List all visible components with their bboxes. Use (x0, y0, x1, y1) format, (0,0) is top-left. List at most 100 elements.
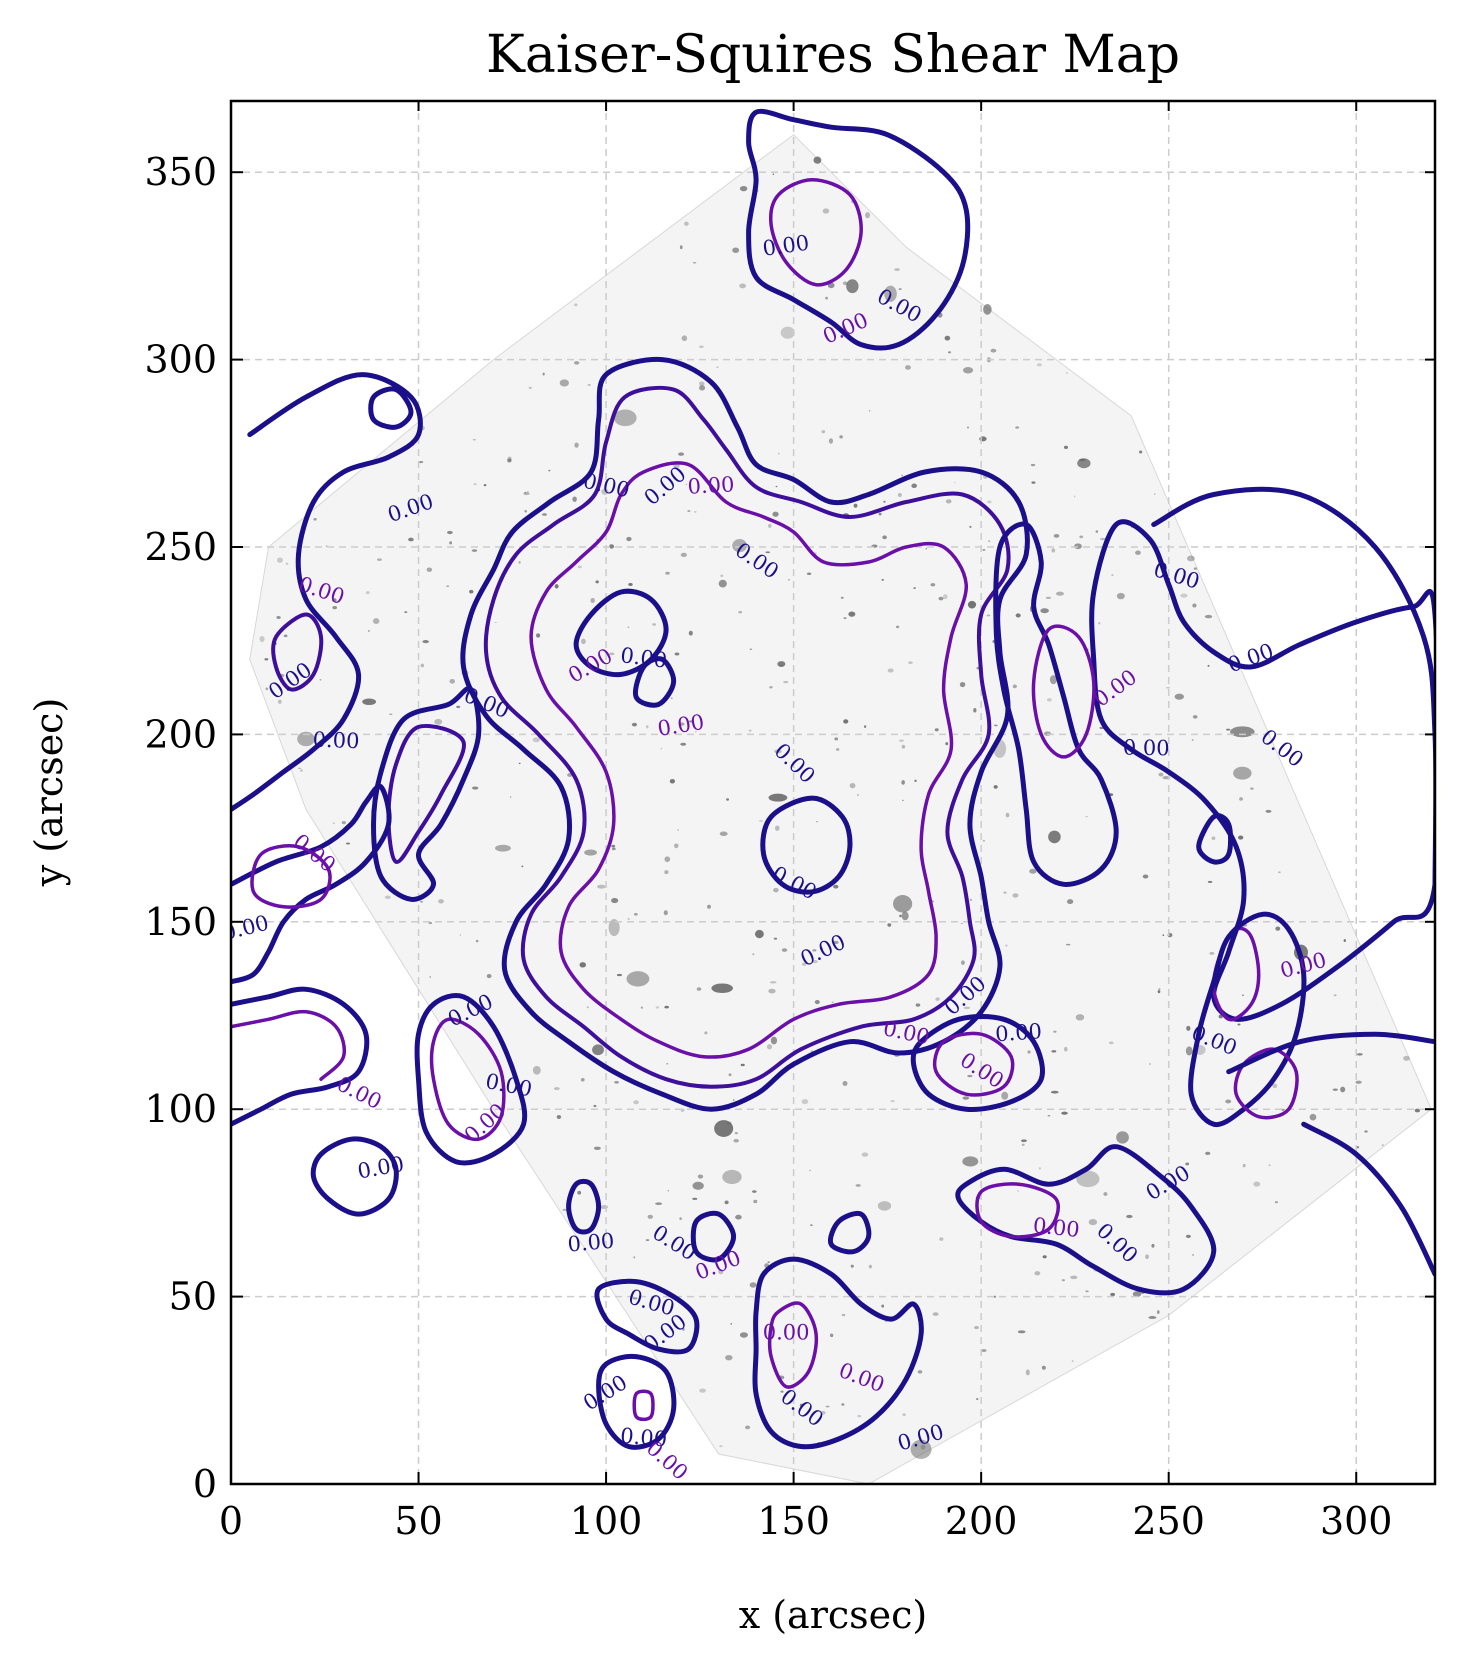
galaxy-spot (341, 821, 346, 825)
contour-line (1196, 813, 1234, 865)
galaxy-spot (728, 1073, 732, 1077)
galaxy-spot (611, 844, 616, 848)
galaxy-spot (787, 578, 791, 581)
contour-lines (231, 108, 1435, 1450)
contour-line (250, 844, 332, 909)
contour-line (633, 656, 677, 708)
galaxy-spot (1116, 1131, 1129, 1144)
galaxy-spot (1205, 1151, 1211, 1156)
galaxy-spot (848, 611, 856, 617)
contour-line (310, 1136, 399, 1217)
galaxy-spot (990, 348, 997, 353)
galaxy-spot (913, 587, 916, 589)
galaxy-spot (1185, 1234, 1191, 1238)
galaxy-spot (1186, 1025, 1191, 1031)
galaxy-spot (768, 988, 776, 994)
galaxy-spot (587, 384, 591, 386)
galaxy-spot (899, 914, 902, 918)
galaxy-spot (265, 687, 269, 691)
y-tick-label: 350 (144, 150, 217, 194)
galaxy-spot (627, 918, 630, 920)
galaxy-spot (660, 748, 663, 750)
galaxy-spot (1403, 1055, 1410, 1061)
galaxy-spot (524, 510, 528, 513)
galaxy-spot (772, 511, 779, 517)
galaxy-spot (917, 1370, 923, 1374)
galaxy-spot (768, 793, 788, 802)
galaxy-spot (856, 794, 859, 796)
galaxy-spot (1162, 934, 1165, 937)
galaxy-spot (769, 686, 773, 689)
galaxy-spot (962, 1096, 970, 1100)
contour-line (1226, 1031, 1435, 1075)
galaxy-spot (1064, 1046, 1068, 1052)
galaxy-spot (719, 1445, 723, 1448)
galaxy-spot (734, 1132, 738, 1135)
contour-line (690, 1210, 737, 1263)
galaxy-spot (772, 173, 775, 176)
galaxy-spot (1038, 1167, 1041, 1170)
galaxy-spot (821, 430, 826, 434)
galaxy-spot (509, 796, 512, 798)
contour-line (231, 783, 392, 985)
galaxy-spot (1272, 1083, 1278, 1089)
galaxy-spot (532, 1065, 541, 1075)
galaxy-spot (902, 799, 904, 802)
galaxy-spot (883, 500, 886, 503)
galaxy-spot (669, 779, 676, 784)
galaxy-spot (1414, 1108, 1421, 1113)
galaxy-spot (745, 1425, 751, 1430)
galaxy-spot (1085, 1290, 1089, 1293)
y-axis-label: y (arcsec) (27, 698, 71, 888)
galaxy-spot (855, 1184, 861, 1187)
contour-line (414, 992, 528, 1166)
galaxy-spot (548, 469, 551, 472)
galaxy-spot (682, 1327, 685, 1331)
galaxy-spot (319, 679, 322, 681)
galaxy-spot (1061, 1279, 1065, 1282)
x-tick-label: 50 (394, 1499, 442, 1543)
galaxy-spot (910, 1439, 932, 1459)
galaxy-spot (699, 345, 704, 348)
galaxy-spot (901, 474, 903, 477)
galaxy-spot (1108, 1041, 1114, 1045)
galaxy-spot (935, 997, 940, 1001)
galaxy-spot (486, 974, 492, 979)
galaxy-spot (908, 661, 913, 665)
galaxy-spot (573, 361, 580, 365)
galaxy-spot (680, 552, 687, 558)
galaxy-spot (967, 600, 977, 609)
contour-label: 0.00 (1123, 735, 1170, 760)
galaxy-spot (842, 1080, 848, 1086)
galaxy-spot (1309, 1113, 1317, 1121)
galaxy-spot (579, 962, 586, 968)
galaxy-spot (1050, 1090, 1059, 1094)
contour-label: 0.00 (619, 1424, 668, 1452)
contour-label: 0.00 (220, 911, 271, 946)
galaxy-spot (1241, 994, 1245, 996)
y-tick-label: 250 (144, 525, 217, 569)
galaxy-spot (608, 919, 620, 937)
galaxy-spot (843, 719, 849, 724)
galaxy-spot (726, 798, 729, 801)
galaxy-spot (732, 539, 747, 553)
galaxy-spot (389, 713, 393, 715)
galaxy-spot (609, 544, 615, 549)
galaxy-spot (905, 365, 911, 370)
galaxy-spot (1165, 686, 1171, 689)
x-tick-label: 300 (1320, 1499, 1393, 1543)
contour-line (910, 1013, 1045, 1112)
galaxy-spot (1012, 684, 1017, 689)
galaxy-spot (993, 1295, 997, 1298)
galaxy-spot (1029, 868, 1037, 874)
y-axis-ticks: 0 50 100 150 200 250 300 350 (144, 150, 1435, 1506)
galaxy-spot (1153, 493, 1156, 495)
galaxy-spot (1174, 693, 1184, 700)
y-tick-label: 300 (144, 338, 217, 382)
galaxy-spot (720, 574, 724, 578)
galaxy-spot (475, 939, 479, 943)
galaxy-spot (553, 1087, 560, 1091)
galaxy-spot (719, 831, 728, 837)
galaxy-spot (1145, 1254, 1149, 1260)
galaxy-spot (1098, 622, 1101, 625)
